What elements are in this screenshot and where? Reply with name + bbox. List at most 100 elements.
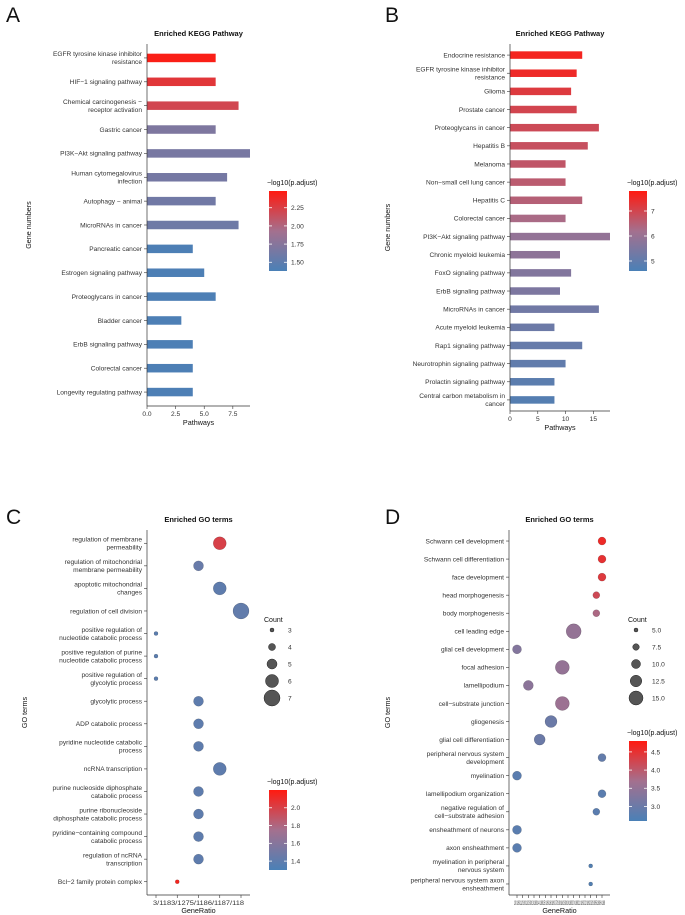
category-label: positive regulation of glycolytic process [82, 672, 143, 687]
x-tick-label: 7.5 [228, 411, 237, 418]
dot [193, 718, 204, 730]
category-label: Longevity regulating pathway [57, 389, 143, 396]
category-label: body morphogenesis [443, 611, 505, 618]
bar [147, 173, 228, 182]
colorbar-tick-label: 2.00 [291, 223, 304, 230]
y-axis-label: GO terms [383, 697, 392, 729]
bar [147, 340, 193, 349]
size-legend-label: 15.0 [652, 696, 665, 703]
panel-c: C Enriched GO terms regulation of membrane… [6, 506, 317, 915]
category-label: ADP catabolic process [76, 721, 143, 728]
dot [555, 660, 570, 675]
colorbar-tick-label: 3.5 [651, 786, 660, 793]
x-tick-label: 0.0 [142, 411, 151, 418]
bar [510, 341, 583, 350]
dot [193, 786, 204, 797]
category-label: positive regulation of nucleotide catabol… [59, 627, 143, 642]
size-legend-dot [628, 690, 644, 706]
bar [510, 123, 599, 132]
panel-label: C [6, 506, 21, 529]
colorbar-tick-label: 2.25 [291, 205, 304, 212]
bar [147, 77, 216, 87]
category-label: regulation of membrane permeability [72, 537, 142, 552]
category-label: EGFR tyrosine kinase inhibitor resistance [53, 51, 143, 66]
category-label: Bcl−2 family protein complex [58, 879, 143, 886]
category-label: Estrogen signaling pathway [61, 270, 142, 277]
dot [597, 572, 607, 582]
colorbar-tick-label: 3.0 [651, 804, 660, 811]
bar [510, 69, 577, 77]
bar [510, 105, 577, 114]
size-legend-label: 3 [288, 628, 292, 635]
category-label: Colorectal cancer [91, 366, 143, 373]
category-label: regulation of ncRNA transcription [83, 852, 143, 867]
dot [588, 881, 593, 887]
category-label: Proteoglycans in cancer [72, 294, 143, 301]
category-label: Pancreatic cancer [89, 246, 143, 253]
bar [147, 125, 216, 134]
bar [147, 220, 239, 230]
size-legend-label: 7 [288, 696, 292, 703]
category-label: face development [452, 574, 504, 581]
chart-title: Enriched GO terms [525, 515, 593, 524]
category-label: lamellipodium organization [426, 791, 504, 798]
chart-title: Enriched KEGG Pathway [516, 29, 606, 38]
category-label: Gastric cancer [99, 127, 142, 134]
bar [510, 396, 555, 404]
colorbar-title: −log10(p.adjust) [627, 180, 677, 187]
colorbar-tick-label: 2.0 [291, 805, 300, 812]
panel-label: B [385, 4, 399, 27]
bar [147, 363, 193, 373]
category-label: Chemical carcinogenesis − receptor activa… [63, 99, 142, 114]
dot [588, 863, 593, 869]
category-label: ensheathment of neurons [429, 827, 504, 834]
size-legend-dot [268, 643, 276, 651]
category-label: regulation of cell division [70, 608, 142, 615]
dot [597, 554, 607, 564]
category-label: Hepatitis B [473, 143, 505, 150]
bar [147, 53, 216, 63]
category-label: Schwann cell development [426, 538, 505, 545]
colorbar [629, 191, 647, 271]
x-axis-label: GeneRatio [542, 906, 576, 915]
bar [510, 323, 555, 332]
dot [193, 808, 204, 820]
colorbar-tick-label: 1.75 [291, 241, 304, 248]
bar [510, 359, 566, 368]
dot [512, 843, 522, 853]
x-tick-label: 10 [562, 416, 570, 423]
category-label: Rap1 signaling pathway [435, 343, 506, 350]
category-label: PI3K−Akt signaling pathway [423, 234, 506, 241]
category-label: apoptotic mitochondrial changes [74, 582, 143, 597]
category-label: focal adhesion [461, 665, 504, 672]
colorbar-tick-label: 4.0 [651, 767, 660, 774]
x-axis-label: Pathways [183, 418, 215, 427]
dot [512, 825, 522, 835]
category-label: Glioma [484, 89, 505, 96]
dot [213, 581, 227, 596]
dot [592, 591, 601, 599]
category-label: ErbB signaling pathway [436, 288, 506, 295]
dot [232, 602, 250, 620]
panel-b: B Enriched KEGG Pathway Endocrine resistan… [383, 4, 677, 432]
category-label: Prostate cancer [459, 107, 506, 114]
y-axis-label: Gene numbers [383, 203, 392, 251]
bar [147, 387, 193, 397]
category-label: peripheral nervous system development [427, 751, 505, 766]
category-label: regulation of mitochondrial membrane perm… [65, 559, 143, 574]
dot [592, 609, 601, 617]
panel-d: D Enriched GO terms Schwann cell developme… [383, 506, 677, 915]
dot [213, 536, 227, 551]
size-legend-label: 6 [288, 679, 292, 686]
dot [592, 808, 601, 816]
category-label: FoxO signaling pathway [435, 270, 506, 277]
category-label: peripheral nervous system axon ensheathme… [411, 877, 505, 892]
bar [510, 142, 588, 150]
dot [193, 831, 204, 842]
panel-label: D [385, 506, 400, 529]
category-label: ncRNA transcription [84, 766, 143, 773]
colorbar-tick-label: 6 [651, 233, 655, 240]
bar [510, 51, 583, 59]
dot [523, 680, 534, 691]
category-label: Hepatitis C [473, 198, 505, 205]
